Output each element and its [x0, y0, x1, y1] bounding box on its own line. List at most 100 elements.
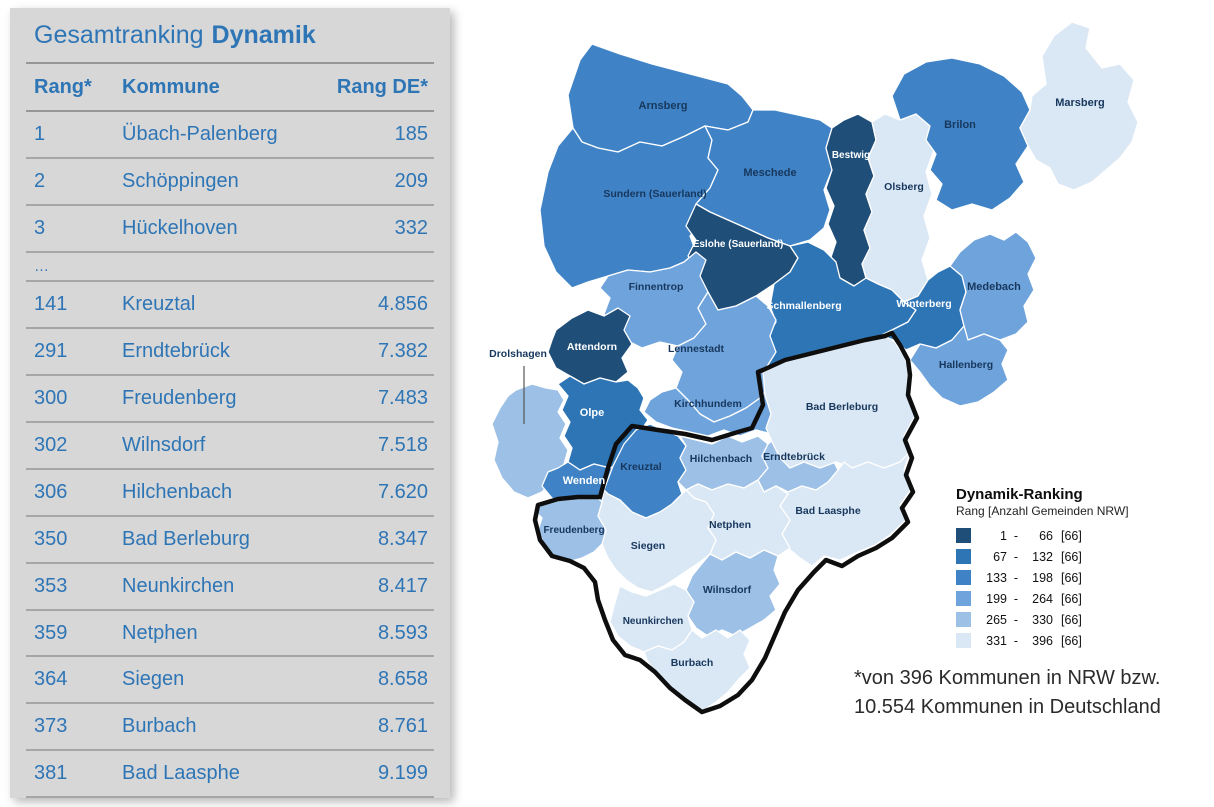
map-label-erndtebrueck: Erndtebrück	[763, 451, 825, 463]
cell-rang: 302	[34, 434, 68, 456]
legend-text: 132	[1032, 549, 1053, 564]
cell-rang-de: 8.658	[377, 668, 428, 691]
map-label-drolshagen: Drolshagen	[489, 348, 547, 360]
legend-text: -	[1013, 612, 1019, 627]
map-label-neunkirchen: Neunkirchen	[623, 616, 684, 627]
legend-text: 264	[1032, 591, 1053, 606]
table-rows: 1 Übach-Palenberg 185 2 Schöppingen 209 3 Hücke…	[26, 112, 434, 799]
legend-items: 1-66 [66] 67-132 [66] 133-198 [66] 199-264 [66]…	[956, 525, 1146, 651]
legend-swatch	[956, 528, 971, 543]
legend-title: Dynamik-Ranking	[956, 486, 1083, 503]
legend-subtitle: Rang [Anzahl Gemeinden NRW]	[956, 504, 1129, 518]
legend-swatch	[956, 549, 971, 564]
legend-item: 67-132 [66]	[956, 546, 1146, 567]
table-row: …	[26, 253, 434, 283]
cell-kommune: Netphen	[122, 621, 198, 644]
map-region-meschede	[695, 109, 833, 247]
cell-rang-de: 8.593	[377, 621, 428, 644]
cell-kommune: Wilnsdorf	[122, 434, 206, 456]
cell-rang: 300	[34, 387, 68, 410]
map-label-hallenberg: Hallenberg	[939, 359, 993, 371]
legend-swatch	[956, 612, 971, 627]
legend-text: [66]	[1061, 549, 1082, 564]
table-row: 141 Kreuztal 4.856	[26, 282, 434, 330]
cell-rang-de: 8.347	[377, 527, 428, 550]
cell-rang: 364	[34, 668, 68, 691]
map-label-marsberg: Marsberg	[1055, 97, 1105, 109]
legend-text: 198	[1032, 570, 1053, 585]
legend-swatch	[956, 591, 971, 606]
table-row: 359 Netphen 8.593	[26, 611, 434, 658]
legend-text: [66]	[1061, 528, 1082, 543]
ranking-table-panel: Gesamtranking Dynamik Rang* Kommune Rang…	[10, 8, 450, 799]
table-header: Rang* Kommune Rang DE*	[26, 64, 434, 112]
cell-rang-de: 9.199	[377, 762, 428, 785]
cell-kommune: Hilchenbach	[122, 480, 233, 503]
table-row: 373 Burbach 8.761	[26, 704, 434, 752]
map-label-brilon: Brilon	[944, 119, 976, 131]
table-title-regular: Gesamtranking	[34, 20, 204, 49]
cell-rang-de: 332	[394, 216, 428, 239]
cell-kommune: Übach-Palenberg	[122, 122, 278, 145]
map-label-eslohe-sauerland: Eslohe (Sauerland)	[693, 239, 784, 250]
legend-text: [66]	[1061, 591, 1082, 606]
legend-text: [66]	[1061, 612, 1082, 627]
cell-rang-de: 185	[394, 122, 428, 145]
map-label-freudenberg: Freudenberg	[543, 525, 604, 536]
map-label-netphen: Netphen	[709, 519, 751, 531]
legend-text: 133	[986, 570, 1007, 585]
cell-kommune: Freudenberg	[122, 387, 237, 410]
legend-item: 265-330 [66]	[956, 609, 1146, 630]
table-row: 291 Erndtebrück 7.382	[26, 329, 434, 377]
map-label-kirchhundem: Kirchhundem	[674, 398, 742, 410]
legend-text: -	[1013, 570, 1019, 585]
cell-rang-de: 8.761	[377, 715, 428, 738]
map-svg: Arnsberg Sundern (Sauerland) Meschede Bestw…	[489, 21, 1139, 715]
map-label-lennestadt: Lennestadt	[668, 343, 725, 355]
cell-kommune: Neunkirchen	[122, 574, 235, 597]
cell-kommune: Burbach	[122, 715, 197, 738]
cell-rang: 373	[34, 715, 68, 738]
cell-rang: 1	[34, 122, 46, 145]
table-row: 1 Übach-Palenberg 185	[26, 112, 434, 159]
cell-kommune: Erndtebrück	[122, 340, 230, 363]
legend-item: 133-198 [66]	[956, 567, 1146, 588]
map-region-brilon	[891, 57, 1031, 211]
map-label-siegen: Siegen	[631, 540, 665, 552]
cell-kommune: Siegen	[122, 668, 185, 691]
map-label-medebach: Medebach	[967, 281, 1021, 293]
map-region-medebach	[949, 231, 1037, 341]
legend-text: 199	[986, 591, 1007, 606]
legend-swatch	[956, 570, 971, 585]
table-row: 381 Bad Laasphe 9.199	[26, 751, 434, 799]
cell-rang-de: 7.518	[377, 434, 428, 456]
footnote: *von 396 Kommunen in NRW bzw. 10.554 Kom…	[854, 664, 1204, 722]
legend-text: -	[1013, 549, 1019, 564]
cell-rang-de: 209	[394, 169, 428, 192]
cell-rang: 350	[34, 527, 68, 550]
table-row: 2 Schöppingen 209	[26, 159, 434, 206]
legend-text: 1	[1000, 528, 1007, 543]
cell-rang: 2	[34, 169, 46, 192]
legend-text: 66	[1039, 528, 1053, 543]
legend-text: -	[1013, 528, 1019, 543]
cell-kommune: Kreuztal	[122, 293, 196, 316]
footnote-line-1: *von 396 Kommunen in NRW bzw.	[854, 667, 1161, 689]
map-panel: Arnsberg Sundern (Sauerland) Meschede Bestw…	[480, 0, 1214, 807]
map-label-burbach: Burbach	[671, 657, 714, 669]
map-label-olpe: Olpe	[580, 407, 604, 419]
table-row: 364 Siegen 8.658	[26, 657, 434, 705]
map-label-olsberg: Olsberg	[884, 181, 924, 193]
map-label-wilnsdorf: Wilnsdorf	[703, 584, 752, 596]
cell-rang: 306	[34, 480, 68, 503]
legend-text: 265	[986, 612, 1007, 627]
map-label-bad-berleburg: Bad Berleburg	[806, 401, 878, 413]
cell-rang-de: 8.417	[377, 574, 428, 597]
legend-text: 67	[993, 549, 1007, 564]
map-region-attendorn	[547, 307, 633, 385]
district-outline	[532, 330, 920, 715]
legend-text: 330	[1032, 612, 1053, 627]
table-row: 300 Freudenberg 7.483	[26, 376, 434, 424]
map-label-finnentrop: Finnentrop	[629, 281, 684, 293]
map-legend: Dynamik-Ranking Rang [Anzahl Gemeinden N…	[956, 486, 1146, 651]
